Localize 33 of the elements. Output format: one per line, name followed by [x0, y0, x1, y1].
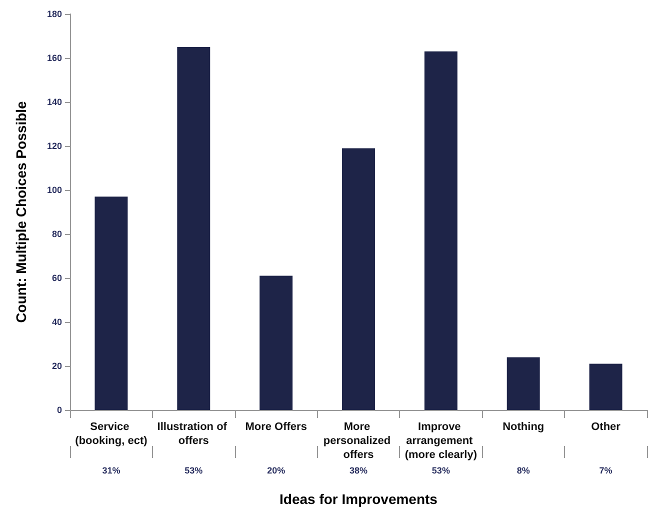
text: 38% — [349, 466, 368, 476]
bar — [589, 364, 622, 410]
x-tick-label: Illustration of offers — [157, 421, 230, 447]
x-tick-label: More personalized offers — [323, 421, 394, 461]
y-axis-title: Count: Multiple Choices Possible — [13, 100, 29, 323]
x-tick-label: More Offers — [245, 421, 307, 433]
text: 8% — [516, 466, 530, 476]
x-tick-label: Improve arrangement (more clearly) — [404, 421, 478, 461]
x-tick-label: Other — [591, 421, 622, 433]
x-tick-label: Nothing — [502, 421, 544, 433]
y-tick-label: 0 — [56, 405, 62, 415]
bar — [260, 276, 293, 410]
y-tick-label: 180 — [46, 9, 62, 19]
x-axis-title: Ideas for Improvements — [280, 491, 438, 507]
y-tick-label: 40 — [52, 317, 62, 327]
y-tick-label: 100 — [46, 185, 62, 195]
y-tick-label: 140 — [46, 97, 62, 107]
text: 7% — [599, 466, 612, 476]
text: 20% — [267, 466, 286, 476]
bar — [506, 357, 540, 410]
y-tick-label: 160 — [46, 53, 62, 63]
bar — [177, 47, 210, 410]
text: 53% — [432, 466, 450, 476]
bar — [342, 148, 375, 410]
bar — [424, 51, 458, 410]
text: 53% — [184, 466, 203, 476]
x-tick-label: Service (booking, ect) — [75, 421, 148, 447]
y-tick-label: 80 — [52, 229, 62, 239]
y-tick-label: 60 — [52, 273, 62, 283]
y-tick-label: 20 — [52, 361, 62, 371]
y-tick-label: 120 — [46, 141, 62, 151]
bar — [94, 196, 128, 410]
text: 31% — [102, 466, 120, 476]
